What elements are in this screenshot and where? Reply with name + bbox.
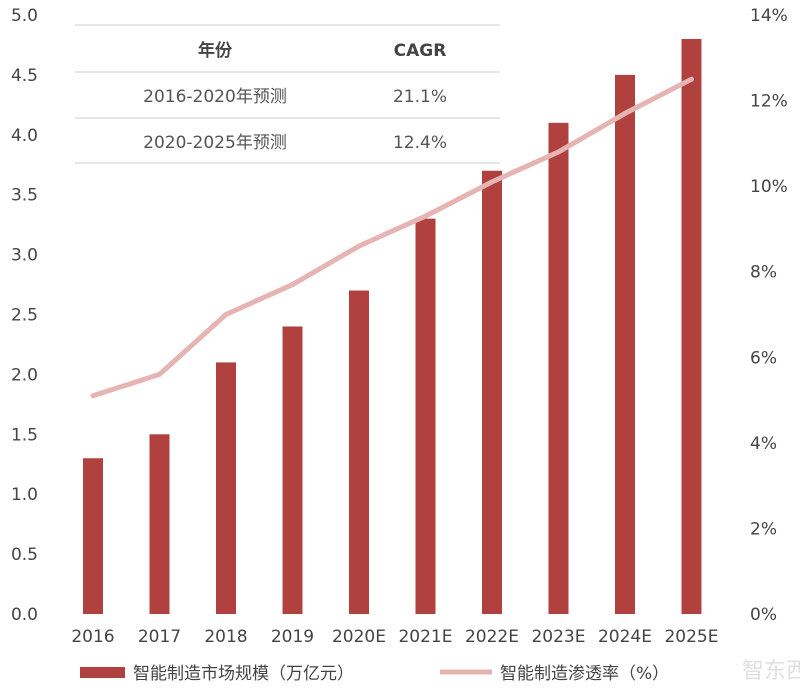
legend-label-line: 智能制造渗透率（%）: [500, 664, 669, 684]
legend-label-bar: 智能制造市场规模（万亿元）: [133, 664, 354, 684]
right-axis-tick-label: 12%: [750, 92, 788, 112]
table-cell-period: 2020-2025年预测: [143, 133, 287, 153]
left-axis-tick-label: 2.0: [11, 365, 38, 385]
x-axis-tick-label: 2023E: [531, 627, 585, 647]
left-axis-tick-label: 4.0: [11, 126, 38, 146]
left-axis-tick-label: 1.5: [11, 425, 38, 445]
right-axis-tick-label: 0%: [750, 605, 777, 625]
x-axis-tick-label: 2021E: [398, 627, 452, 647]
table-header-year: 年份: [198, 40, 233, 61]
left-axis-tick-label: 5.0: [11, 6, 38, 26]
x-axis-tick-label: 2020E: [332, 627, 386, 647]
x-axis-tick-label: 2016: [71, 627, 114, 647]
table-cell-cagr: 21.1%: [393, 87, 447, 107]
legend-swatch-bar: [80, 667, 125, 678]
left-axis-tick-label: 3.0: [11, 246, 38, 266]
right-axis-tick-label: 14%: [750, 6, 788, 26]
bar-2016: [83, 458, 103, 614]
right-axis-tick-label: 2%: [750, 519, 777, 539]
bar-2019: [282, 326, 303, 614]
penetration-rate-line: [90, 76, 694, 399]
left-axis-tick-label: 0.0: [11, 605, 38, 625]
left-axis-tick-label: 0.5: [11, 545, 38, 565]
left-axis-tick-label: 1.0: [11, 485, 38, 505]
bar-2018: [216, 362, 236, 614]
left-axis-tick-label: 2.5: [11, 306, 38, 326]
x-axis-tick-label: 2025E: [664, 627, 718, 647]
bar-2020E: [349, 290, 369, 614]
bar-2025E: [681, 38, 702, 614]
right-axis-tick-label: 4%: [750, 434, 777, 454]
bar-2023E: [548, 122, 569, 614]
bar-2024E: [615, 74, 635, 614]
left-axis-tick-label: 4.5: [11, 66, 38, 86]
right-axis-tick-label: 6%: [750, 348, 777, 368]
bar-2021E: [415, 218, 436, 614]
table-cell-period: 2016-2020年预测: [143, 87, 287, 107]
table-header-cagr: CAGR: [394, 41, 447, 61]
table-cell-cagr: 12.4%: [393, 133, 447, 153]
left-axis-tick-label: 3.5: [11, 186, 38, 206]
watermark-logo: 智东西: [742, 659, 800, 684]
bar-2017: [149, 434, 170, 614]
x-axis-tick-label: 2019: [271, 627, 314, 647]
x-axis-tick-label: 2022E: [465, 627, 519, 647]
right-axis-tick-label: 8%: [750, 263, 777, 283]
x-axis-tick-label: 2024E: [598, 627, 652, 647]
right-axis-tick-label: 10%: [750, 177, 788, 197]
bar-2022E: [482, 170, 502, 615]
x-axis-tick-label: 2017: [138, 627, 181, 647]
x-axis-tick-label: 2018: [204, 627, 247, 647]
